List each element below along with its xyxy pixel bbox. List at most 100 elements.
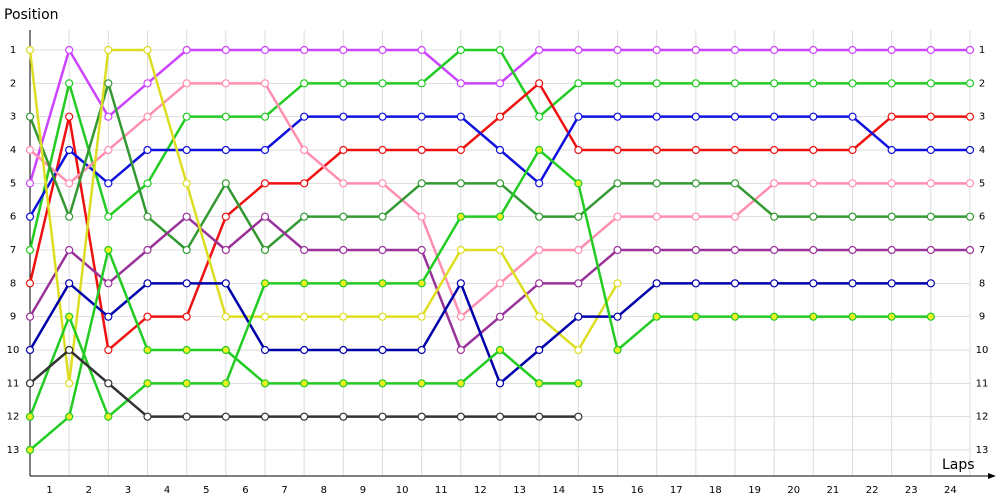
data-point [25, 145, 35, 155]
data-point [652, 312, 661, 321]
data-point [535, 145, 544, 155]
data-point [104, 212, 113, 221]
data-point [809, 212, 818, 221]
data-point [730, 179, 740, 188]
x-tick-label: 1 [46, 485, 52, 496]
data-point [260, 379, 270, 388]
data-point [456, 112, 465, 121]
y-tick-label-right: 12 [976, 412, 989, 423]
data-point [887, 245, 896, 255]
data-point [926, 112, 935, 121]
data-point [221, 379, 230, 388]
data-point [887, 312, 896, 321]
data-point [339, 345, 348, 355]
x-tick-label: 16 [631, 485, 644, 496]
data-point [730, 112, 740, 121]
data-point [848, 112, 857, 121]
y-tick-label: 11 [7, 378, 20, 389]
y-tick-label: 7 [10, 245, 16, 256]
data-point [652, 45, 661, 55]
data-point [104, 312, 113, 321]
data-point [378, 212, 387, 221]
data-point [691, 312, 700, 321]
y-tick-label-right: 10 [976, 345, 989, 356]
data-point [887, 79, 896, 88]
data-point [417, 412, 426, 421]
data-point [65, 212, 74, 221]
x-tick-label: 3 [125, 485, 131, 496]
data-point [417, 112, 426, 121]
data-point [300, 412, 309, 421]
data-point [65, 379, 74, 388]
data-point [535, 245, 544, 255]
data-point [848, 245, 857, 255]
data-point [730, 245, 740, 255]
x-tick-label: 2 [86, 485, 92, 496]
data-point [574, 312, 583, 321]
data-point [104, 145, 113, 155]
data-point [965, 212, 975, 221]
data-point [104, 79, 113, 88]
data-point [456, 179, 465, 188]
data-point [143, 379, 152, 388]
data-point [574, 379, 583, 388]
y-tick-label: 8 [10, 278, 16, 289]
data-point [182, 112, 191, 121]
data-point [574, 345, 583, 355]
data-point [809, 179, 818, 188]
data-point [965, 179, 975, 188]
data-point [260, 179, 270, 188]
data-point [652, 179, 661, 188]
data-point [809, 112, 818, 121]
data-point [143, 312, 152, 321]
x-tick-label: 21 [827, 485, 840, 496]
data-point [339, 212, 348, 221]
data-point [25, 279, 35, 288]
y-tick-label-right: 4 [979, 145, 985, 156]
data-point [770, 179, 779, 188]
data-point [848, 179, 857, 188]
marker-group [25, 45, 975, 455]
data-point [339, 379, 348, 388]
data-point [378, 179, 387, 188]
data-point [378, 245, 387, 255]
x-tick-label: 6 [242, 485, 248, 496]
data-point [143, 145, 152, 155]
data-point [143, 45, 152, 55]
data-point [417, 245, 426, 255]
data-point [965, 245, 975, 255]
y-tick-label: 3 [10, 112, 16, 123]
data-point [574, 279, 583, 288]
data-point [495, 279, 505, 288]
data-point [613, 79, 622, 88]
data-point [574, 179, 583, 188]
data-point [926, 145, 935, 155]
data-point [691, 212, 700, 221]
data-point [25, 179, 35, 188]
data-point [926, 79, 935, 88]
x-tick-label: 9 [360, 485, 366, 496]
data-point [691, 45, 700, 55]
data-point [104, 45, 113, 55]
data-point [143, 245, 152, 255]
y-tick-label: 10 [7, 345, 20, 356]
data-point [104, 279, 113, 288]
data-point [770, 79, 779, 88]
data-point [574, 112, 583, 121]
data-point [574, 412, 583, 421]
data-point [300, 279, 309, 288]
data-point [25, 245, 35, 255]
data-point [770, 112, 779, 121]
data-point [809, 245, 818, 255]
x-tick-label: 19 [748, 485, 761, 496]
data-point [182, 79, 191, 88]
data-point [613, 45, 622, 55]
data-point [965, 145, 975, 155]
data-point [300, 145, 309, 155]
y-tick-label: 6 [10, 212, 16, 223]
data-point [495, 345, 505, 355]
data-point [260, 345, 270, 355]
data-point [926, 279, 935, 288]
data-point [300, 112, 309, 121]
data-point [887, 45, 896, 55]
